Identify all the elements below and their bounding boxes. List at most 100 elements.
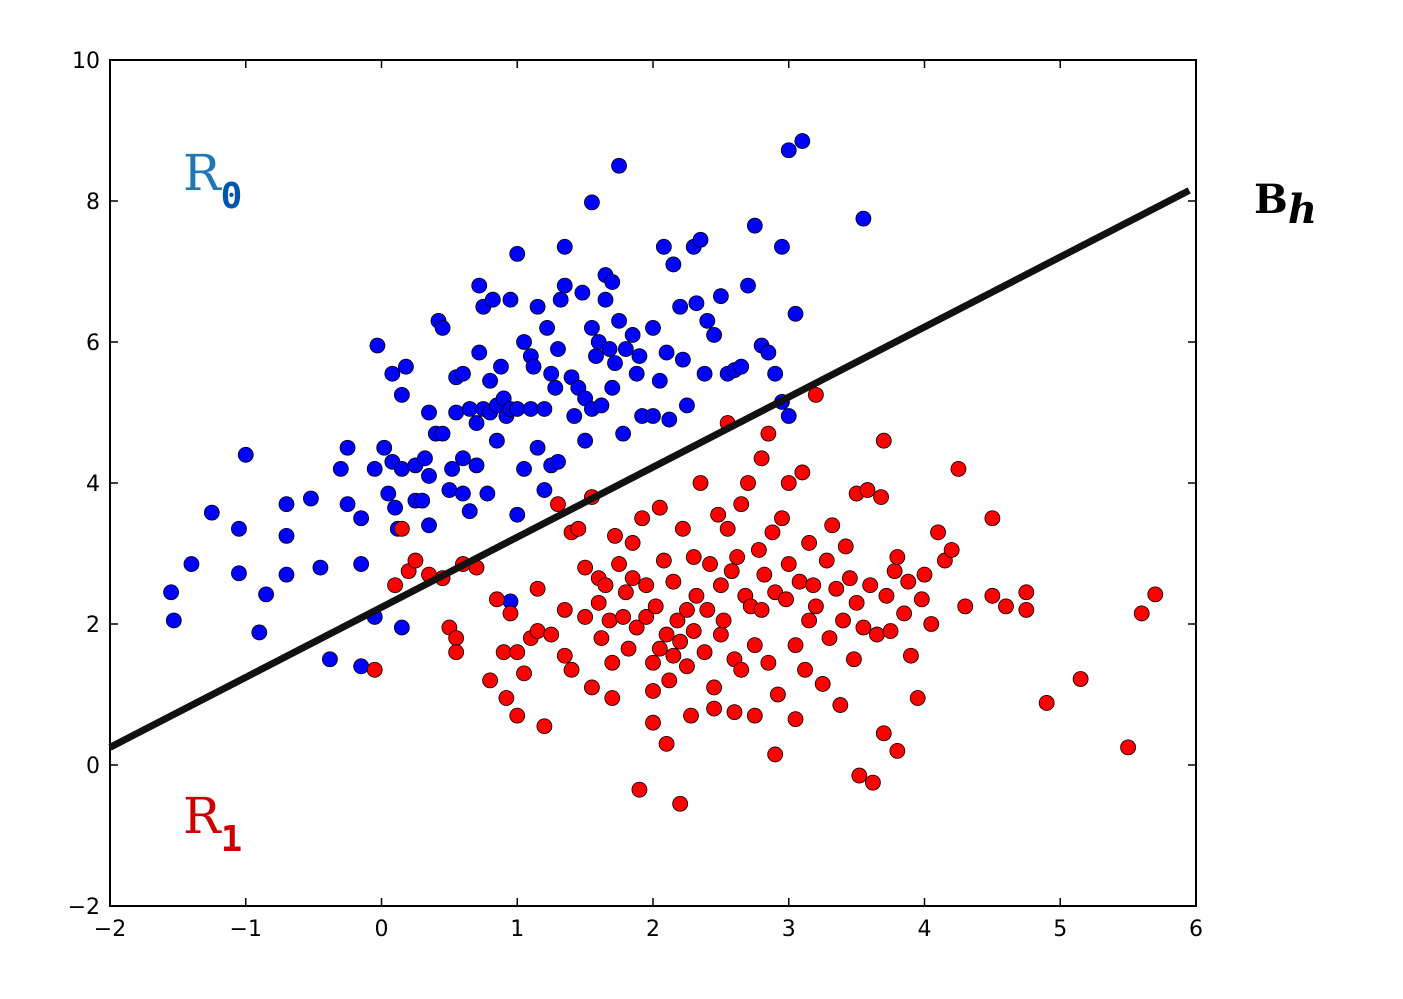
class1-point <box>855 619 872 636</box>
class0-point <box>696 365 713 382</box>
class0-point <box>509 506 526 523</box>
class1-point <box>889 549 906 565</box>
class1-point <box>923 616 940 632</box>
class0-point <box>780 142 797 159</box>
class1-point <box>688 587 705 604</box>
class0-point <box>455 485 471 502</box>
class0-point <box>165 612 182 629</box>
class1-point <box>808 386 824 403</box>
x-tick-label: 6 <box>1189 917 1203 942</box>
class1-point <box>683 707 699 724</box>
class0-point <box>461 503 478 520</box>
class1-point <box>624 570 641 587</box>
class0-point <box>163 584 179 601</box>
class1-point <box>950 460 967 477</box>
x-tick-label: 2 <box>646 917 660 942</box>
class0-point <box>525 358 542 375</box>
class0-point <box>502 291 519 308</box>
class0-point <box>543 365 560 382</box>
class1-point <box>750 542 767 558</box>
class0-point <box>183 556 200 572</box>
class0-point <box>674 351 691 368</box>
class0-point <box>258 586 275 603</box>
class1-point <box>597 577 614 594</box>
class1-point <box>601 612 618 629</box>
class0-point <box>547 379 564 396</box>
class1-point <box>733 661 750 678</box>
class1-point <box>634 510 651 527</box>
class0-point <box>231 520 247 537</box>
class0-point <box>780 408 797 424</box>
class1-point <box>780 556 797 572</box>
class0-point <box>536 482 553 498</box>
class0-point <box>468 457 485 474</box>
class1-point <box>624 535 641 551</box>
boundary-bh-main: B <box>1254 176 1288 223</box>
class1-point <box>590 594 607 611</box>
class0-point <box>468 415 485 431</box>
class1-point <box>828 580 845 597</box>
class1-point <box>679 602 695 618</box>
class1-point <box>488 591 505 608</box>
class1-point <box>577 609 594 625</box>
class0-point <box>699 312 716 329</box>
class1-point <box>387 577 403 594</box>
class1-point <box>753 602 770 618</box>
class0-point <box>387 499 403 516</box>
class1-point <box>536 718 553 735</box>
class1-point <box>787 637 804 654</box>
class1-point <box>482 672 499 689</box>
class1-point <box>563 661 580 678</box>
class1-point <box>797 661 813 678</box>
class1-point <box>878 587 895 604</box>
class0-point <box>733 358 750 375</box>
class1-point <box>740 475 756 491</box>
class0-point <box>380 485 397 502</box>
boundary-bh-sub: h <box>1288 186 1317 233</box>
class0-point <box>760 344 777 361</box>
x-tick-label: 1 <box>510 917 524 942</box>
class1-point <box>805 577 822 594</box>
class1-point <box>787 711 804 728</box>
y-tick-label: 4 <box>86 472 100 497</box>
region-r0-main: R <box>183 144 222 202</box>
class1-point <box>543 626 560 643</box>
class1-point <box>760 425 777 442</box>
class1-point <box>699 602 716 618</box>
x-tick-label: −2 <box>94 917 126 942</box>
class0-point <box>617 341 634 357</box>
class1-point <box>1018 584 1035 601</box>
class0-point <box>601 341 618 357</box>
class0-point <box>278 566 295 583</box>
class1-point <box>998 598 1014 615</box>
class0-point <box>706 327 722 343</box>
class1-point <box>841 570 858 587</box>
class0-point <box>414 492 431 509</box>
class1-point <box>502 605 519 622</box>
class1-point <box>509 707 526 724</box>
class0-point <box>577 432 594 449</box>
class1-point <box>801 535 818 551</box>
class1-point <box>628 619 645 636</box>
class0-point <box>516 460 532 477</box>
class1-point <box>746 707 763 724</box>
class0-point <box>712 288 729 305</box>
class1-point <box>516 665 532 682</box>
class1-point <box>696 644 713 661</box>
class0-point <box>479 485 496 502</box>
class0-point <box>484 291 501 308</box>
class0-point <box>434 319 451 336</box>
class1-point <box>875 725 892 742</box>
class1-point <box>780 475 797 491</box>
class1-point <box>651 640 668 657</box>
class1-point <box>645 683 661 699</box>
class0-point <box>231 565 247 582</box>
class1-point <box>658 626 675 643</box>
class0-point <box>522 401 539 417</box>
class1-point <box>767 746 784 763</box>
y-tick-label: 10 <box>72 49 100 74</box>
class1-point <box>886 563 903 580</box>
class0-point <box>794 133 811 149</box>
class0-point <box>461 401 478 417</box>
